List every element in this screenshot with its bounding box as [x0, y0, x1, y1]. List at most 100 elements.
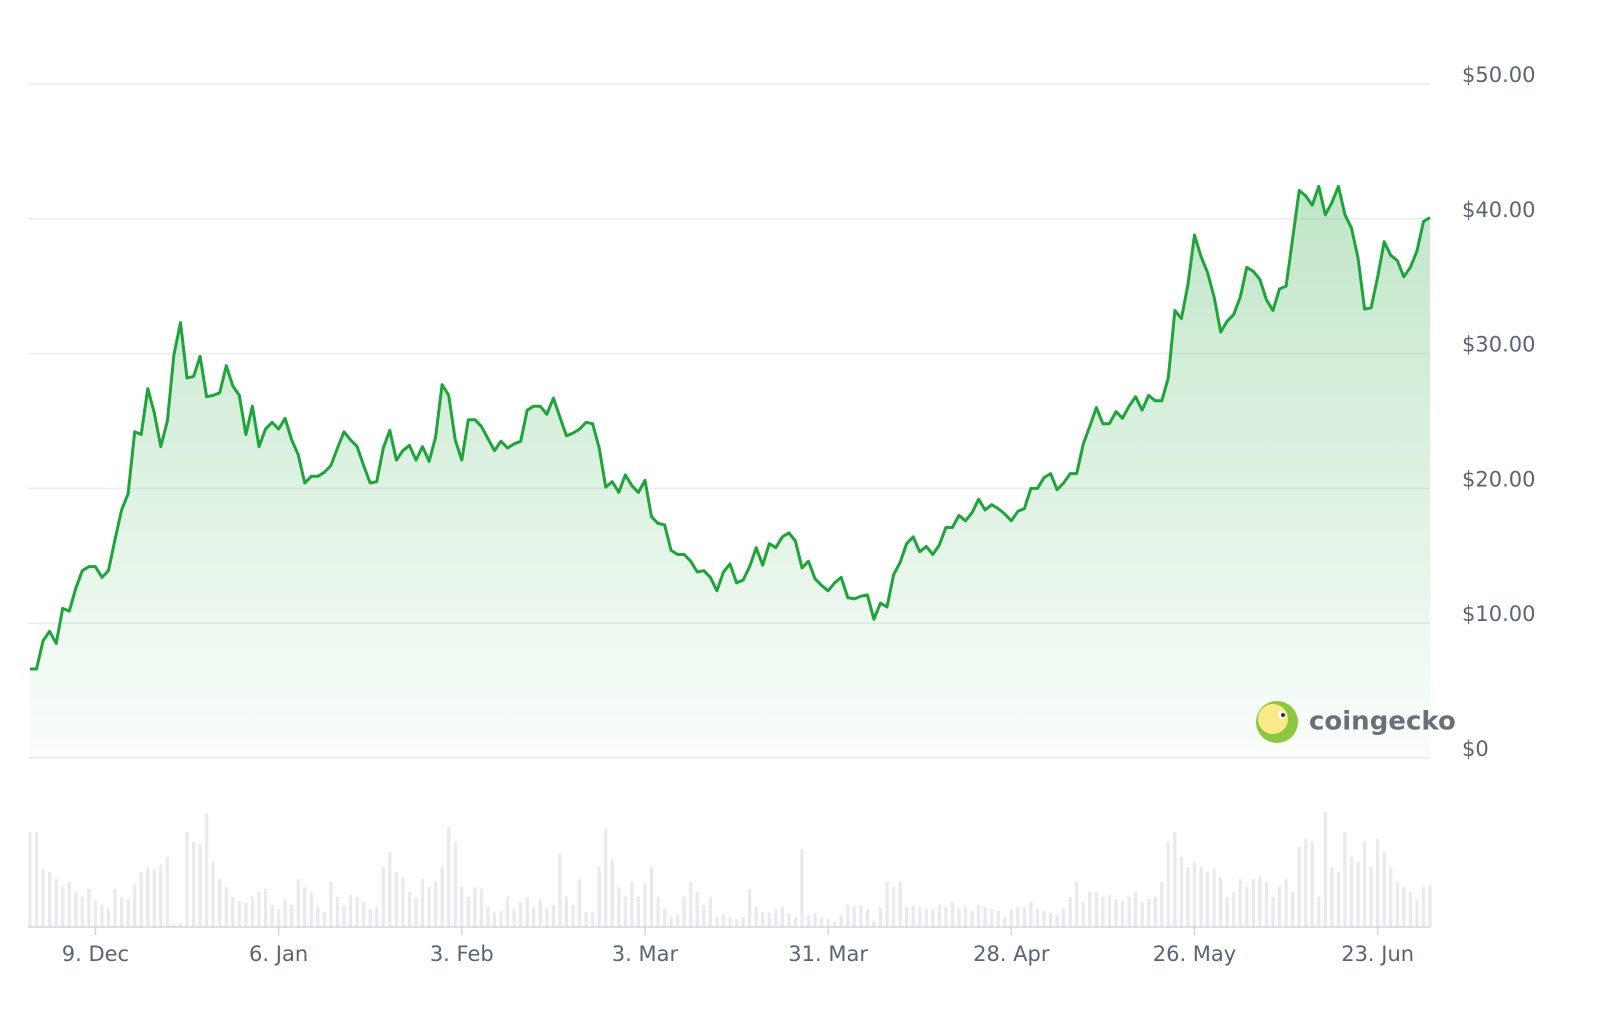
volume-bar	[388, 852, 392, 927]
x-tick-label: 23. Jun	[1341, 942, 1414, 966]
volume-bar	[1297, 847, 1301, 927]
volume-bar	[1408, 892, 1412, 927]
volume-bar	[1173, 832, 1177, 927]
volume-bar	[525, 897, 529, 927]
volume-bar	[748, 889, 752, 927]
volume-bar	[551, 905, 555, 927]
volume-bar	[734, 919, 739, 927]
volume-bar	[1016, 907, 1020, 927]
volume-bar	[263, 889, 268, 927]
volume-bar	[54, 879, 58, 927]
volume-bar	[211, 862, 215, 927]
volume-bar	[1382, 852, 1386, 927]
volume-bar	[1205, 872, 1210, 927]
volume-bar	[270, 905, 274, 927]
logo-pupil	[1281, 713, 1285, 717]
volume-bar	[316, 907, 320, 927]
volume-bar	[1356, 862, 1360, 927]
x-tick-label: 9. Dec	[62, 942, 129, 966]
y-tick-label: $20.00	[1462, 467, 1535, 491]
volume-bar	[649, 867, 654, 927]
volume-bar	[93, 901, 98, 927]
volume-bar	[152, 869, 156, 927]
volume-bar	[538, 899, 542, 927]
volume-bar	[564, 897, 569, 927]
volume-bar	[1042, 911, 1046, 927]
volume-bar	[414, 897, 418, 927]
volume-bar	[937, 905, 941, 927]
volume-bar	[100, 905, 104, 927]
volume-bar	[924, 909, 928, 927]
volume-bar	[1101, 897, 1105, 927]
volume-bar	[1029, 902, 1033, 927]
volume-bar	[1225, 897, 1229, 927]
volume-bar	[191, 842, 196, 927]
logo-inner	[1258, 704, 1288, 734]
volume-bar	[865, 909, 869, 927]
volume-bar	[1081, 902, 1085, 927]
volume-bar	[1094, 892, 1098, 927]
volume-bar	[1147, 899, 1151, 927]
x-tick-label: 3. Mar	[612, 942, 679, 966]
volume-bar	[322, 912, 326, 927]
volume-bar	[466, 897, 470, 927]
volume-bar	[512, 909, 516, 927]
volume-bar	[532, 907, 536, 927]
volume-bar	[1389, 867, 1393, 927]
volume-bar	[486, 907, 490, 927]
volume-bar	[1186, 867, 1190, 927]
volume-bar	[381, 867, 385, 927]
volume-bar	[159, 865, 163, 927]
volume-bar	[1179, 857, 1184, 927]
volume-bar	[741, 917, 745, 927]
volume-bar	[715, 917, 719, 927]
volume-bar	[205, 814, 209, 927]
volume-bar	[591, 913, 595, 927]
x-tick-label: 3. Feb	[430, 942, 494, 966]
volume-bar	[348, 895, 353, 927]
volume-bar	[1291, 892, 1295, 927]
volume-bar	[1271, 897, 1275, 927]
volume-bar	[839, 915, 843, 927]
volume-bar	[872, 921, 876, 927]
volume-bar	[1140, 902, 1144, 927]
volume-bar	[662, 909, 667, 927]
volume-bar	[702, 905, 706, 927]
volume-bar	[420, 879, 425, 927]
volume-bar	[355, 897, 359, 927]
volume-bar	[1127, 897, 1131, 927]
volume-bar	[806, 915, 811, 927]
volume-bar	[944, 907, 948, 927]
volume-bar	[492, 913, 497, 927]
volume-bar	[1166, 842, 1170, 927]
volume-bar	[1120, 901, 1125, 927]
volume-bar	[375, 907, 379, 927]
volume-bar	[185, 832, 189, 927]
volume-bar	[1114, 899, 1118, 927]
volume-bar	[1310, 842, 1314, 927]
volume-bar	[774, 909, 778, 927]
volume-bar	[597, 867, 601, 927]
volume-bar	[963, 907, 968, 927]
volume-bar	[846, 905, 850, 927]
volume-bar	[1395, 882, 1399, 927]
volume-bar	[891, 887, 896, 927]
volume-bar	[1153, 897, 1157, 927]
y-tick-label: $10.00	[1462, 602, 1535, 626]
volume-bar	[505, 897, 510, 927]
volume-bar	[1022, 907, 1026, 927]
volume-bar	[146, 867, 150, 927]
volume-bar	[630, 882, 634, 927]
volume-bar	[787, 913, 791, 927]
volume-bar	[427, 887, 431, 927]
volume-bar	[1323, 812, 1327, 927]
volume-bar	[1376, 839, 1380, 927]
volume-bar	[833, 922, 837, 927]
volume-bar	[676, 915, 680, 927]
volume-bar	[178, 923, 183, 927]
volume-bar	[283, 899, 287, 927]
volume-bar	[165, 857, 169, 927]
volume-bar	[119, 897, 124, 927]
volume-bar	[957, 909, 961, 927]
